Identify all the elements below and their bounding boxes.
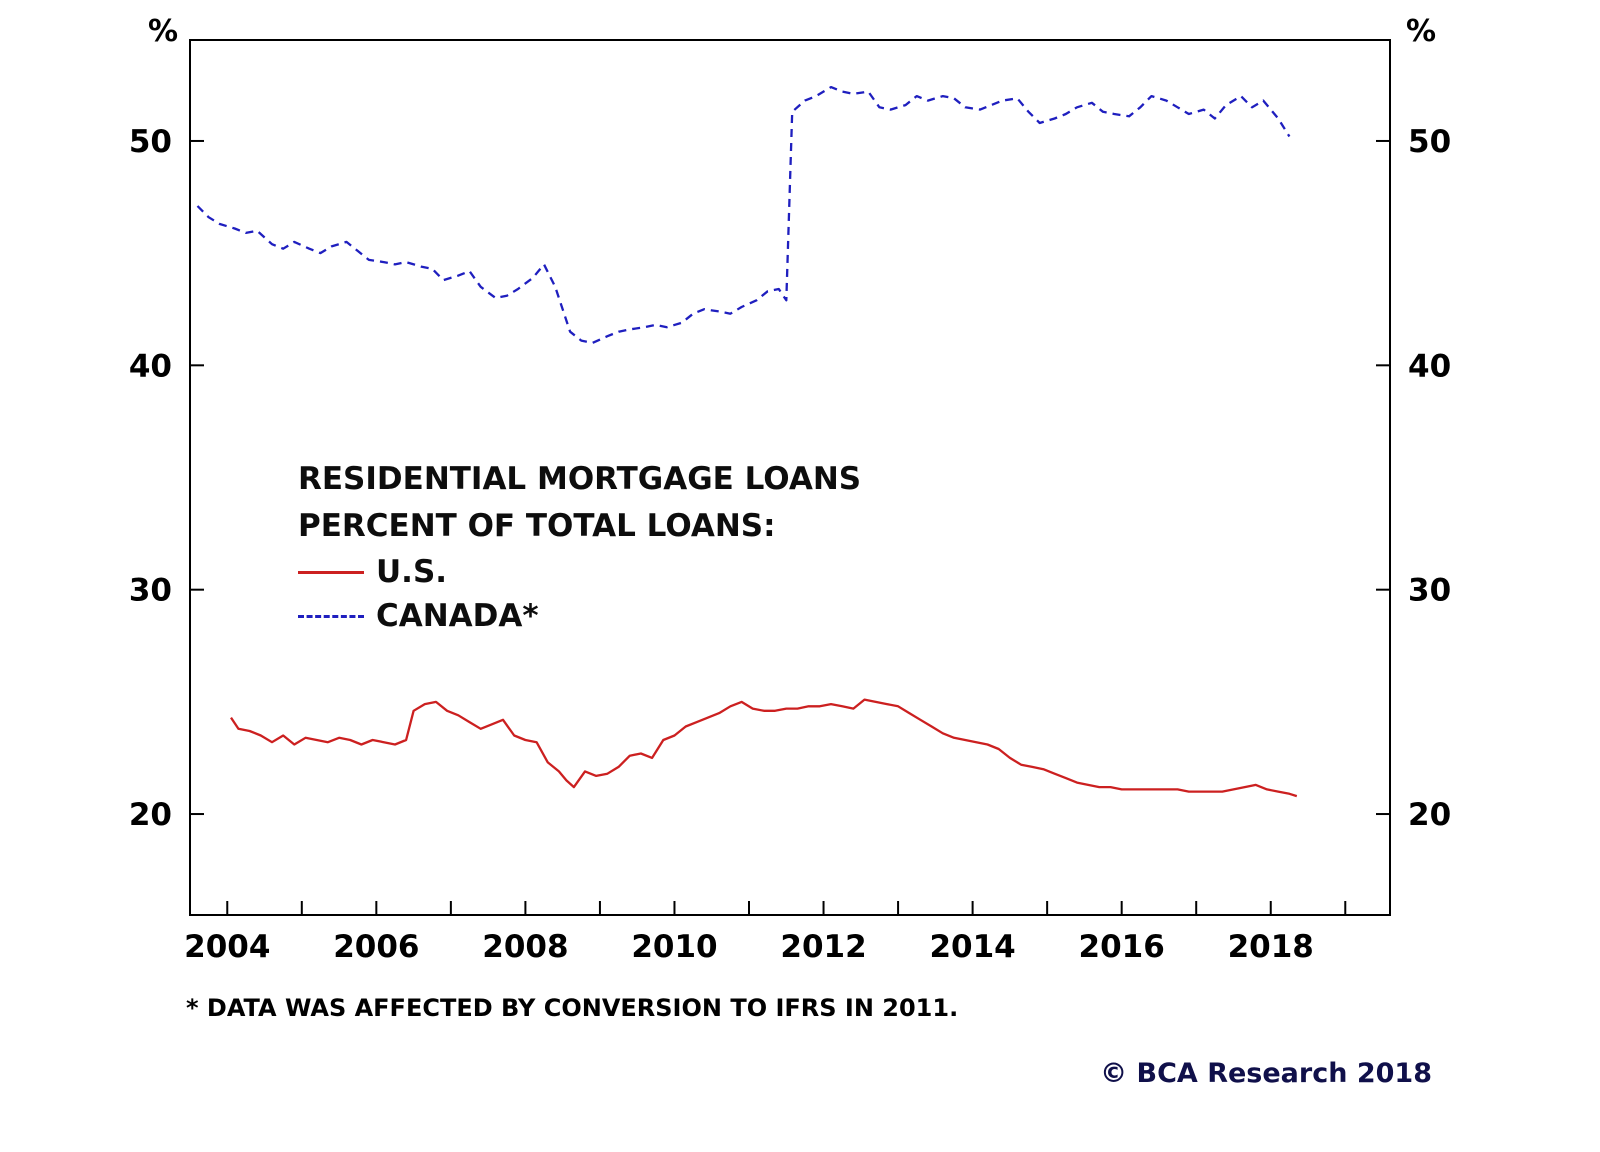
x-tick-label: 2004 [184, 929, 270, 965]
y-tick-label-left: 50 [129, 124, 172, 160]
y-tick-label-right: 50 [1408, 124, 1451, 160]
x-tick-label: 2014 [929, 929, 1015, 965]
us-line-sample-icon [298, 570, 364, 574]
us-series-line [230, 698, 1298, 798]
plot-border [189, 39, 1391, 916]
y-tick-label-right: 20 [1408, 797, 1451, 833]
y-tick-label-left: 20 [129, 797, 172, 833]
chart-legend: RESIDENTIAL MORTGAGE LOANS PERCENT OF TO… [298, 456, 861, 638]
y-tick-label-left: 40 [129, 348, 172, 384]
y-axis-unit-right: % [1406, 14, 1437, 49]
x-tick-label: 2012 [780, 929, 866, 965]
x-tick-label: 2018 [1228, 929, 1314, 965]
chart-title-line-2: PERCENT OF TOTAL LOANS: [298, 508, 776, 544]
legend-item-us: U.S. [298, 550, 861, 594]
legend-label-us: U.S. [376, 554, 448, 590]
chart-title-line-1: RESIDENTIAL MORTGAGE LOANS [298, 461, 862, 497]
canada-line-sample-icon [298, 614, 364, 618]
legend-label-canada: CANADA* [376, 598, 539, 634]
legend-item-canada: CANADA* [298, 594, 861, 638]
y-tick-label-right: 40 [1408, 348, 1451, 384]
y-tick-label-left: 30 [129, 573, 172, 609]
y-tick-label-right: 30 [1408, 573, 1451, 609]
x-tick-label: 2016 [1079, 929, 1165, 965]
chart-footnote: * DATA WAS AFFECTED BY CONVERSION TO IFR… [186, 994, 959, 1022]
y-axis-unit-left: % [148, 14, 179, 49]
copyright-notice: © BCA Research 2018 [1100, 1058, 1432, 1089]
x-tick-label: 2010 [631, 929, 717, 965]
canada-series-line [196, 85, 1291, 345]
x-tick-label: 2006 [333, 929, 419, 965]
x-tick-label: 2008 [482, 929, 568, 965]
